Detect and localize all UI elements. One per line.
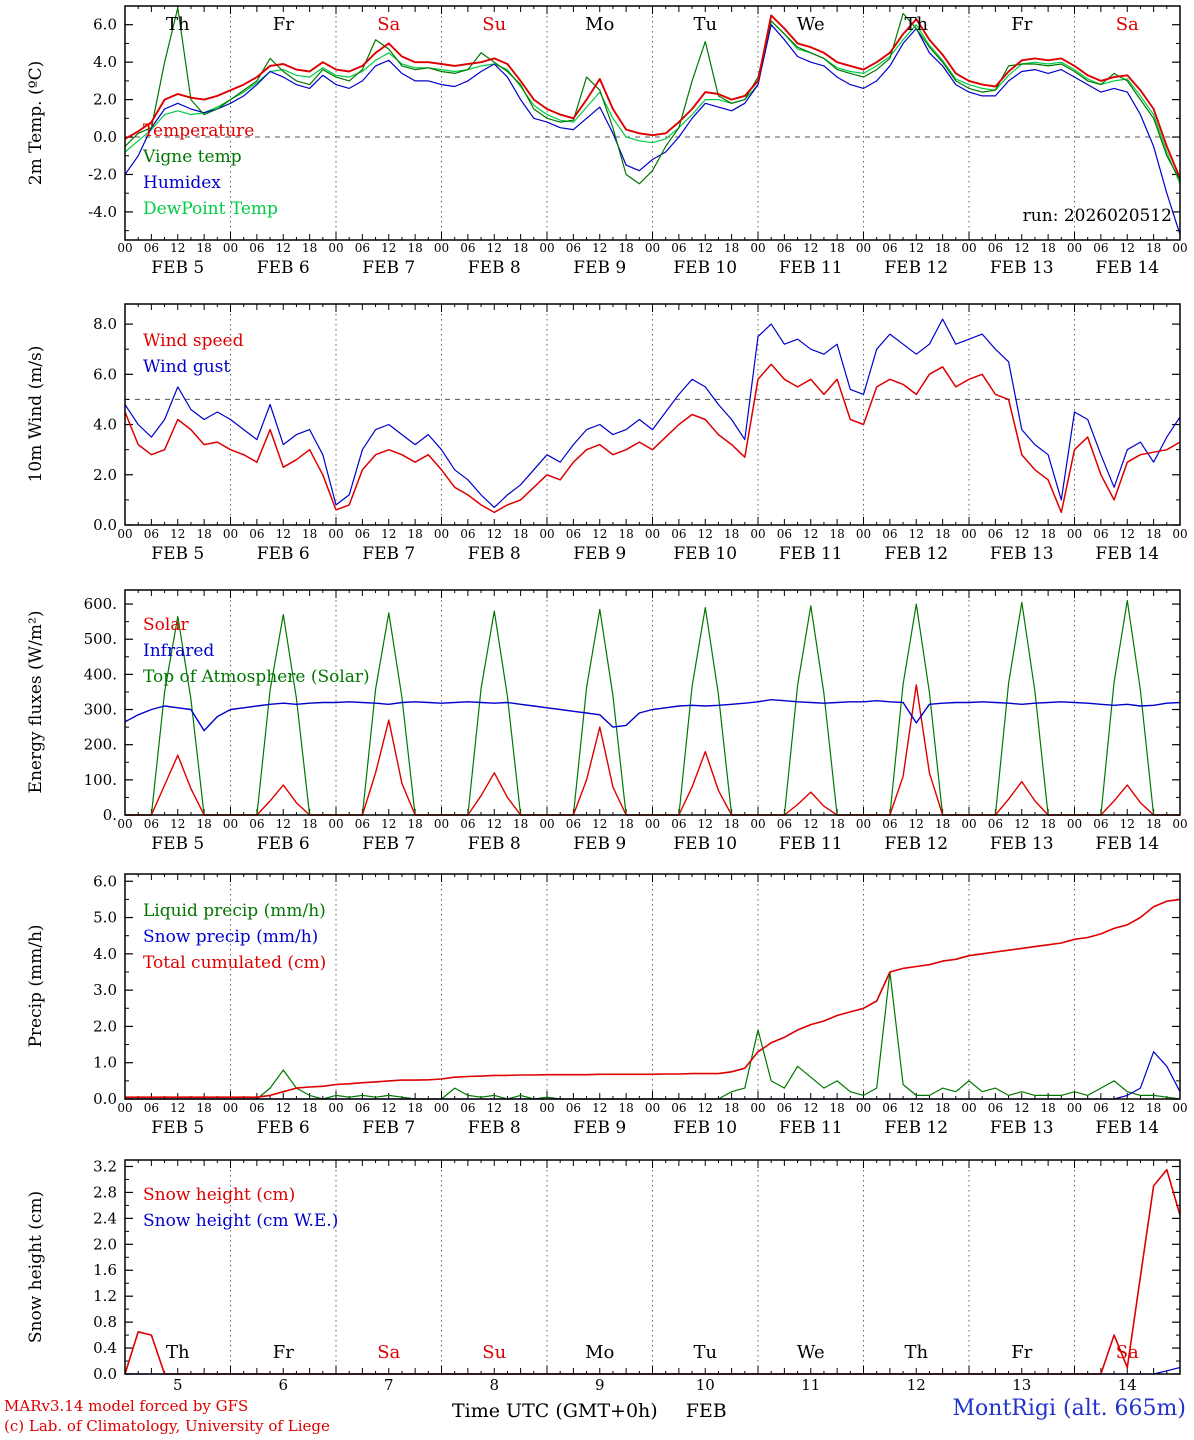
y-tick-label: 6.0 bbox=[93, 365, 117, 383]
y-tick-label: 1.0 bbox=[93, 1054, 117, 1072]
legend-entry-dewpoint-temp: DewPoint Temp bbox=[143, 199, 278, 219]
y-tick-label: 4.0 bbox=[93, 945, 117, 963]
y-tick-label: 0.0 bbox=[93, 1365, 117, 1383]
y-tick-label: 500. bbox=[84, 630, 117, 648]
y-tick-label: 0.8 bbox=[93, 1313, 117, 1331]
model-credit: MARv3.14 model forced by GFS (c) Lab. of… bbox=[4, 1396, 330, 1436]
legend-entry-solar: Solar bbox=[143, 615, 189, 635]
y-tick-label: 4.0 bbox=[93, 416, 117, 434]
series-wind-gust bbox=[124, 318, 1181, 508]
legend-entry-temperature: Temperature bbox=[143, 121, 255, 141]
y-tick-label: 6.0 bbox=[93, 16, 117, 34]
model-credit-line2: (c) Lab. of Climatology, University of L… bbox=[4, 1417, 330, 1435]
legend-temperature: Temperature Vigne temp Humidex DewPoint Tem… bbox=[143, 118, 278, 222]
legend-snow-height: Snow height (cm) Snow height (cm W.E.) bbox=[143, 1182, 338, 1234]
legend-entry-wind-speed: Wind speed bbox=[143, 331, 244, 351]
legend-entry-infrared: Infrared bbox=[143, 641, 215, 661]
y-tick-label: 2.0 bbox=[93, 1235, 117, 1253]
series-vigne-temp bbox=[124, 7, 1181, 185]
y-tick-label: 8.0 bbox=[93, 315, 117, 333]
legend-energy-flux: Solar Infrared Top of Atmosphere (Solar) bbox=[143, 612, 370, 690]
series-total-cumulated-cm- bbox=[125, 898, 1181, 1098]
y-tick-label: 6.0 bbox=[93, 872, 117, 890]
model-credit-line1: MARv3.14 model forced by GFS bbox=[4, 1397, 249, 1415]
y-tick-label: 2.0 bbox=[93, 1017, 117, 1035]
y-tick-label: 600. bbox=[84, 595, 117, 613]
x-axis-title-text: Time UTC (GMT+0h) bbox=[452, 1400, 658, 1422]
y-tick-label: 0.0 bbox=[93, 1090, 117, 1108]
series-temperature bbox=[124, 14, 1181, 179]
y-axis-title-precip: Precip (mm/h) bbox=[26, 924, 46, 1048]
y-tick-label: 1.6 bbox=[93, 1261, 117, 1279]
series-infrared bbox=[124, 699, 1181, 732]
y-tick-label: 0.0 bbox=[93, 516, 117, 534]
y-tick-label: 200. bbox=[84, 736, 117, 754]
legend-entry-wind-gust: Wind gust bbox=[143, 357, 231, 377]
y-tick-label: 0.4 bbox=[93, 1339, 117, 1357]
legend-entry-humidex: Humidex bbox=[143, 173, 221, 193]
y-tick-label: 0. bbox=[103, 806, 117, 824]
legend-entry-snow-precip-mm-h-: Snow precip (mm/h) bbox=[143, 927, 319, 947]
y-tick-label: 5.0 bbox=[93, 909, 117, 927]
series-humidex bbox=[124, 24, 1181, 235]
legend-entry-total-cumulated-cm-: Total cumulated (cm) bbox=[143, 953, 327, 973]
legend-entry-top-of-atmosphere-solar-: Top of Atmosphere (Solar) bbox=[143, 667, 370, 687]
y-tick-label: 1.2 bbox=[93, 1287, 117, 1305]
legend-entry-vigne-temp: Vigne temp bbox=[143, 147, 242, 167]
y-tick-label: 2.8 bbox=[93, 1183, 117, 1201]
legend-entry-snow-height-cm-w-e-: Snow height (cm W.E.) bbox=[143, 1211, 339, 1231]
y-axis-title-snow-height: Snow height (cm) bbox=[26, 1190, 46, 1344]
series-wind-speed bbox=[124, 363, 1181, 514]
y-tick-label: 100. bbox=[84, 771, 117, 789]
y-tick-label: 2.0 bbox=[93, 91, 117, 109]
legend-wind: Wind speed Wind gust bbox=[143, 328, 243, 380]
station-label: MontRigi (alt. 665m) bbox=[952, 1396, 1187, 1421]
x-axis-title: Time UTC (GMT+0h) FEB bbox=[452, 1400, 727, 1422]
y-axis-title-wind: 10m Wind (m/s) bbox=[26, 345, 46, 483]
run-label: run: 2026020512 bbox=[1022, 206, 1172, 226]
legend-entry-liquid-precip-mm-h-: Liquid precip (mm/h) bbox=[143, 901, 326, 921]
y-axis-title-temperature: 2m Temp. (ºC) bbox=[26, 60, 46, 186]
y-tick-label: -2.0 bbox=[88, 165, 117, 183]
y-tick-label: 2.0 bbox=[93, 466, 117, 484]
y-tick-label: -4.0 bbox=[88, 203, 117, 221]
y-axis-title-energy-flux: Energy fluxes (W/m²) bbox=[26, 610, 46, 794]
legend-precip: Liquid precip (mm/h) Snow precip (mm/h) To… bbox=[143, 898, 326, 976]
y-tick-label: 2.4 bbox=[93, 1209, 117, 1227]
y-tick-label: 0.0 bbox=[93, 128, 117, 146]
y-tick-label: 3.0 bbox=[93, 981, 117, 999]
legend-entry-snow-height-cm-: Snow height (cm) bbox=[143, 1185, 296, 1205]
y-tick-label: 4.0 bbox=[93, 53, 117, 71]
y-tick-label: 3.2 bbox=[93, 1157, 117, 1175]
y-tick-label: 400. bbox=[84, 665, 117, 683]
y-tick-label: 300. bbox=[84, 701, 117, 719]
month-label: FEB bbox=[685, 1400, 727, 1422]
series-dewpoint-temp bbox=[124, 20, 1181, 185]
